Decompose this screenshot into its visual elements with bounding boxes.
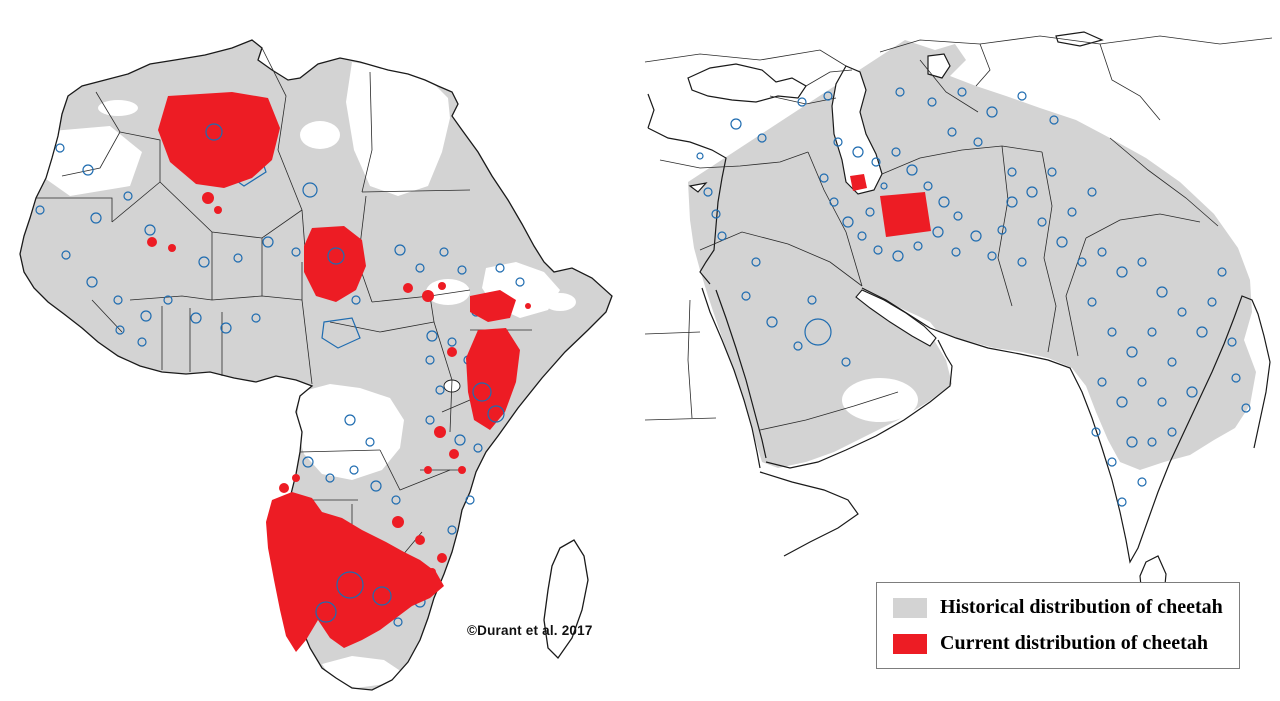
africa-map (19, 39, 613, 691)
current-swatch-icon (893, 633, 927, 654)
africa-coastline (19, 39, 613, 691)
asia-protected-areas-layer (696, 87, 1251, 507)
map-credit: ©Durant et al. 2017 (467, 623, 593, 638)
historical-swatch-icon (893, 597, 927, 618)
asia-current-distribution (850, 174, 931, 237)
legend-label-historical: Historical distribution of cheetah (940, 596, 1223, 618)
legend-item-current: Current distribution of cheetah (893, 632, 1223, 655)
madagascar-island (543, 539, 589, 660)
asia-country-borders (644, 35, 1273, 431)
asia-historical-fill (688, 40, 1256, 470)
africa-historical-fill (20, 40, 612, 690)
africa-current-distribution (147, 92, 531, 652)
legend-item-historical: Historical distribution of cheetah (893, 596, 1223, 619)
africa-protected-areas-overlay (205, 123, 505, 623)
asia-non-historical-areas (842, 289, 937, 422)
africa-non-historical-areas (36, 62, 576, 688)
asia-map (644, 31, 1273, 609)
legend: Historical distribution of cheetah Curre… (876, 582, 1240, 669)
legend-label-current: Current distribution of cheetah (940, 632, 1208, 654)
